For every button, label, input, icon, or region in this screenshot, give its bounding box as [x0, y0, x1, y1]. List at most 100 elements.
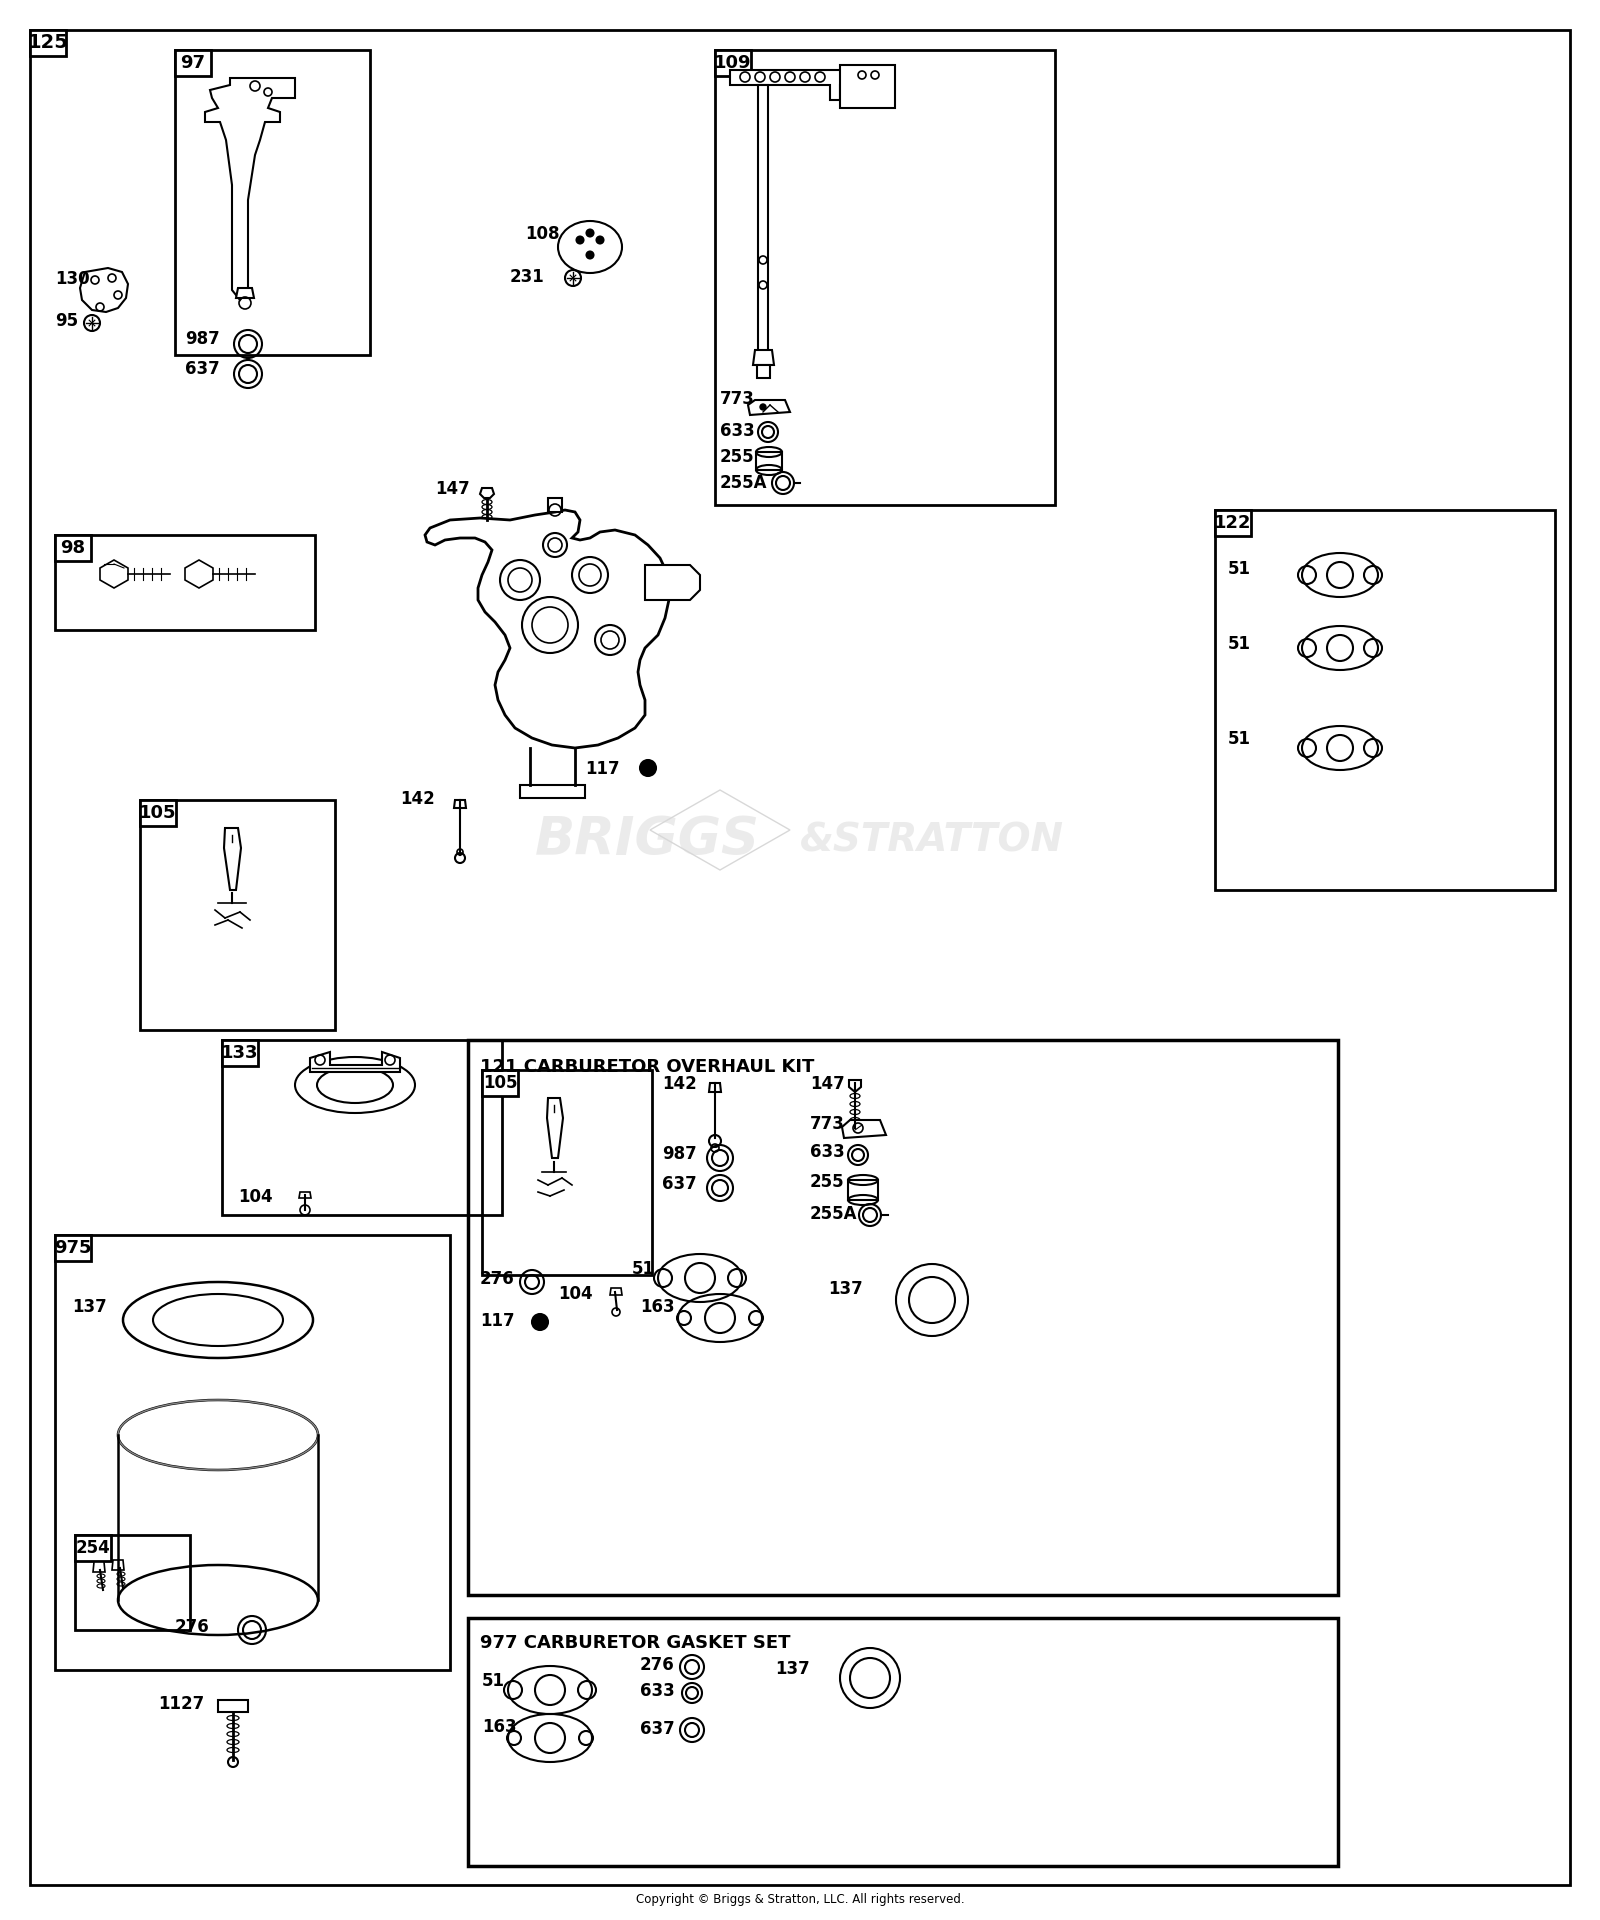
Polygon shape	[749, 399, 790, 415]
Polygon shape	[754, 349, 774, 365]
Text: 276: 276	[640, 1655, 675, 1674]
Circle shape	[587, 252, 594, 259]
Text: 255: 255	[720, 447, 755, 467]
Bar	[467, 1619, 1338, 1866]
Text: 117: 117	[480, 1311, 515, 1331]
Bar	[715, 50, 1054, 505]
Text: 51: 51	[632, 1260, 654, 1279]
Polygon shape	[93, 1563, 106, 1572]
Circle shape	[576, 236, 584, 244]
Polygon shape	[730, 69, 861, 100]
Circle shape	[597, 236, 603, 244]
Bar	[54, 1235, 450, 1670]
Bar	[222, 1041, 258, 1066]
Text: 95: 95	[54, 311, 78, 330]
Text: 637: 637	[186, 361, 219, 378]
Text: 130: 130	[54, 271, 90, 288]
Text: 51: 51	[1229, 730, 1251, 749]
Text: 255A: 255A	[720, 474, 768, 492]
Polygon shape	[850, 1079, 861, 1092]
Bar	[482, 1069, 518, 1096]
Text: 104: 104	[558, 1284, 592, 1304]
Text: 987: 987	[186, 330, 219, 348]
Bar	[174, 50, 370, 355]
Text: 975: 975	[54, 1238, 91, 1258]
Text: 773: 773	[810, 1116, 845, 1133]
Polygon shape	[310, 1052, 400, 1071]
Bar	[75, 1534, 190, 1630]
Circle shape	[640, 760, 656, 776]
Text: Copyright © Briggs & Stratton, LLC. All rights reserved.: Copyright © Briggs & Stratton, LLC. All …	[635, 1893, 965, 1907]
Text: 122: 122	[1214, 515, 1251, 532]
Text: 121 CARBURETOR OVERHAUL KIT: 121 CARBURETOR OVERHAUL KIT	[480, 1058, 814, 1075]
Bar	[715, 50, 750, 77]
Text: 637: 637	[662, 1175, 696, 1192]
Polygon shape	[205, 79, 294, 300]
Text: 254: 254	[75, 1540, 110, 1557]
Text: 142: 142	[400, 789, 435, 808]
Polygon shape	[520, 785, 586, 799]
Text: 773: 773	[720, 390, 755, 409]
Text: &STRATTON: &STRATTON	[800, 822, 1064, 858]
Text: 255: 255	[810, 1173, 845, 1190]
Polygon shape	[842, 1119, 886, 1139]
Polygon shape	[299, 1192, 310, 1198]
Text: 105: 105	[139, 804, 176, 822]
Polygon shape	[848, 1181, 878, 1200]
Circle shape	[760, 403, 766, 411]
Text: 137: 137	[72, 1298, 107, 1315]
Bar	[54, 536, 315, 630]
Polygon shape	[840, 65, 894, 108]
Text: 105: 105	[483, 1073, 517, 1092]
Polygon shape	[218, 1699, 248, 1713]
Text: 255A: 255A	[810, 1206, 858, 1223]
Text: 104: 104	[238, 1188, 272, 1206]
Bar	[75, 1534, 110, 1561]
Text: 117: 117	[586, 760, 619, 778]
Text: 142: 142	[662, 1075, 696, 1092]
Polygon shape	[224, 828, 242, 891]
Text: 51: 51	[482, 1672, 506, 1690]
Polygon shape	[610, 1288, 622, 1294]
Text: 637: 637	[640, 1720, 675, 1738]
Bar	[1214, 511, 1555, 891]
Polygon shape	[480, 488, 494, 497]
Polygon shape	[186, 561, 213, 588]
Text: 231: 231	[510, 269, 544, 286]
Text: 97: 97	[181, 54, 205, 71]
Polygon shape	[80, 269, 128, 311]
Bar	[30, 31, 66, 56]
Text: 109: 109	[714, 54, 752, 71]
Text: 633: 633	[720, 422, 755, 440]
Text: 98: 98	[61, 540, 85, 557]
Circle shape	[587, 230, 594, 236]
Bar	[174, 50, 211, 77]
Polygon shape	[237, 288, 254, 298]
Text: 51: 51	[1229, 561, 1251, 578]
Text: 276: 276	[480, 1269, 515, 1288]
Polygon shape	[547, 497, 562, 513]
Text: 977 CARBURETOR GASKET SET: 977 CARBURETOR GASKET SET	[480, 1634, 790, 1651]
Text: 147: 147	[435, 480, 470, 497]
Polygon shape	[454, 801, 466, 808]
Bar	[1214, 511, 1251, 536]
Polygon shape	[645, 564, 701, 599]
Text: 108: 108	[525, 225, 560, 244]
Polygon shape	[757, 451, 782, 470]
Polygon shape	[99, 561, 128, 588]
Polygon shape	[112, 1559, 125, 1571]
Polygon shape	[709, 1083, 722, 1092]
Circle shape	[531, 1313, 547, 1331]
Text: 987: 987	[662, 1144, 696, 1164]
Text: 125: 125	[27, 33, 69, 52]
Text: 163: 163	[640, 1298, 675, 1315]
Bar	[141, 801, 176, 826]
Polygon shape	[758, 84, 768, 355]
Bar	[222, 1041, 502, 1215]
Polygon shape	[547, 1098, 563, 1158]
Text: 1127: 1127	[158, 1695, 205, 1713]
Text: 147: 147	[810, 1075, 845, 1092]
Bar	[54, 1235, 91, 1261]
Text: 137: 137	[774, 1661, 810, 1678]
Bar	[482, 1069, 653, 1275]
